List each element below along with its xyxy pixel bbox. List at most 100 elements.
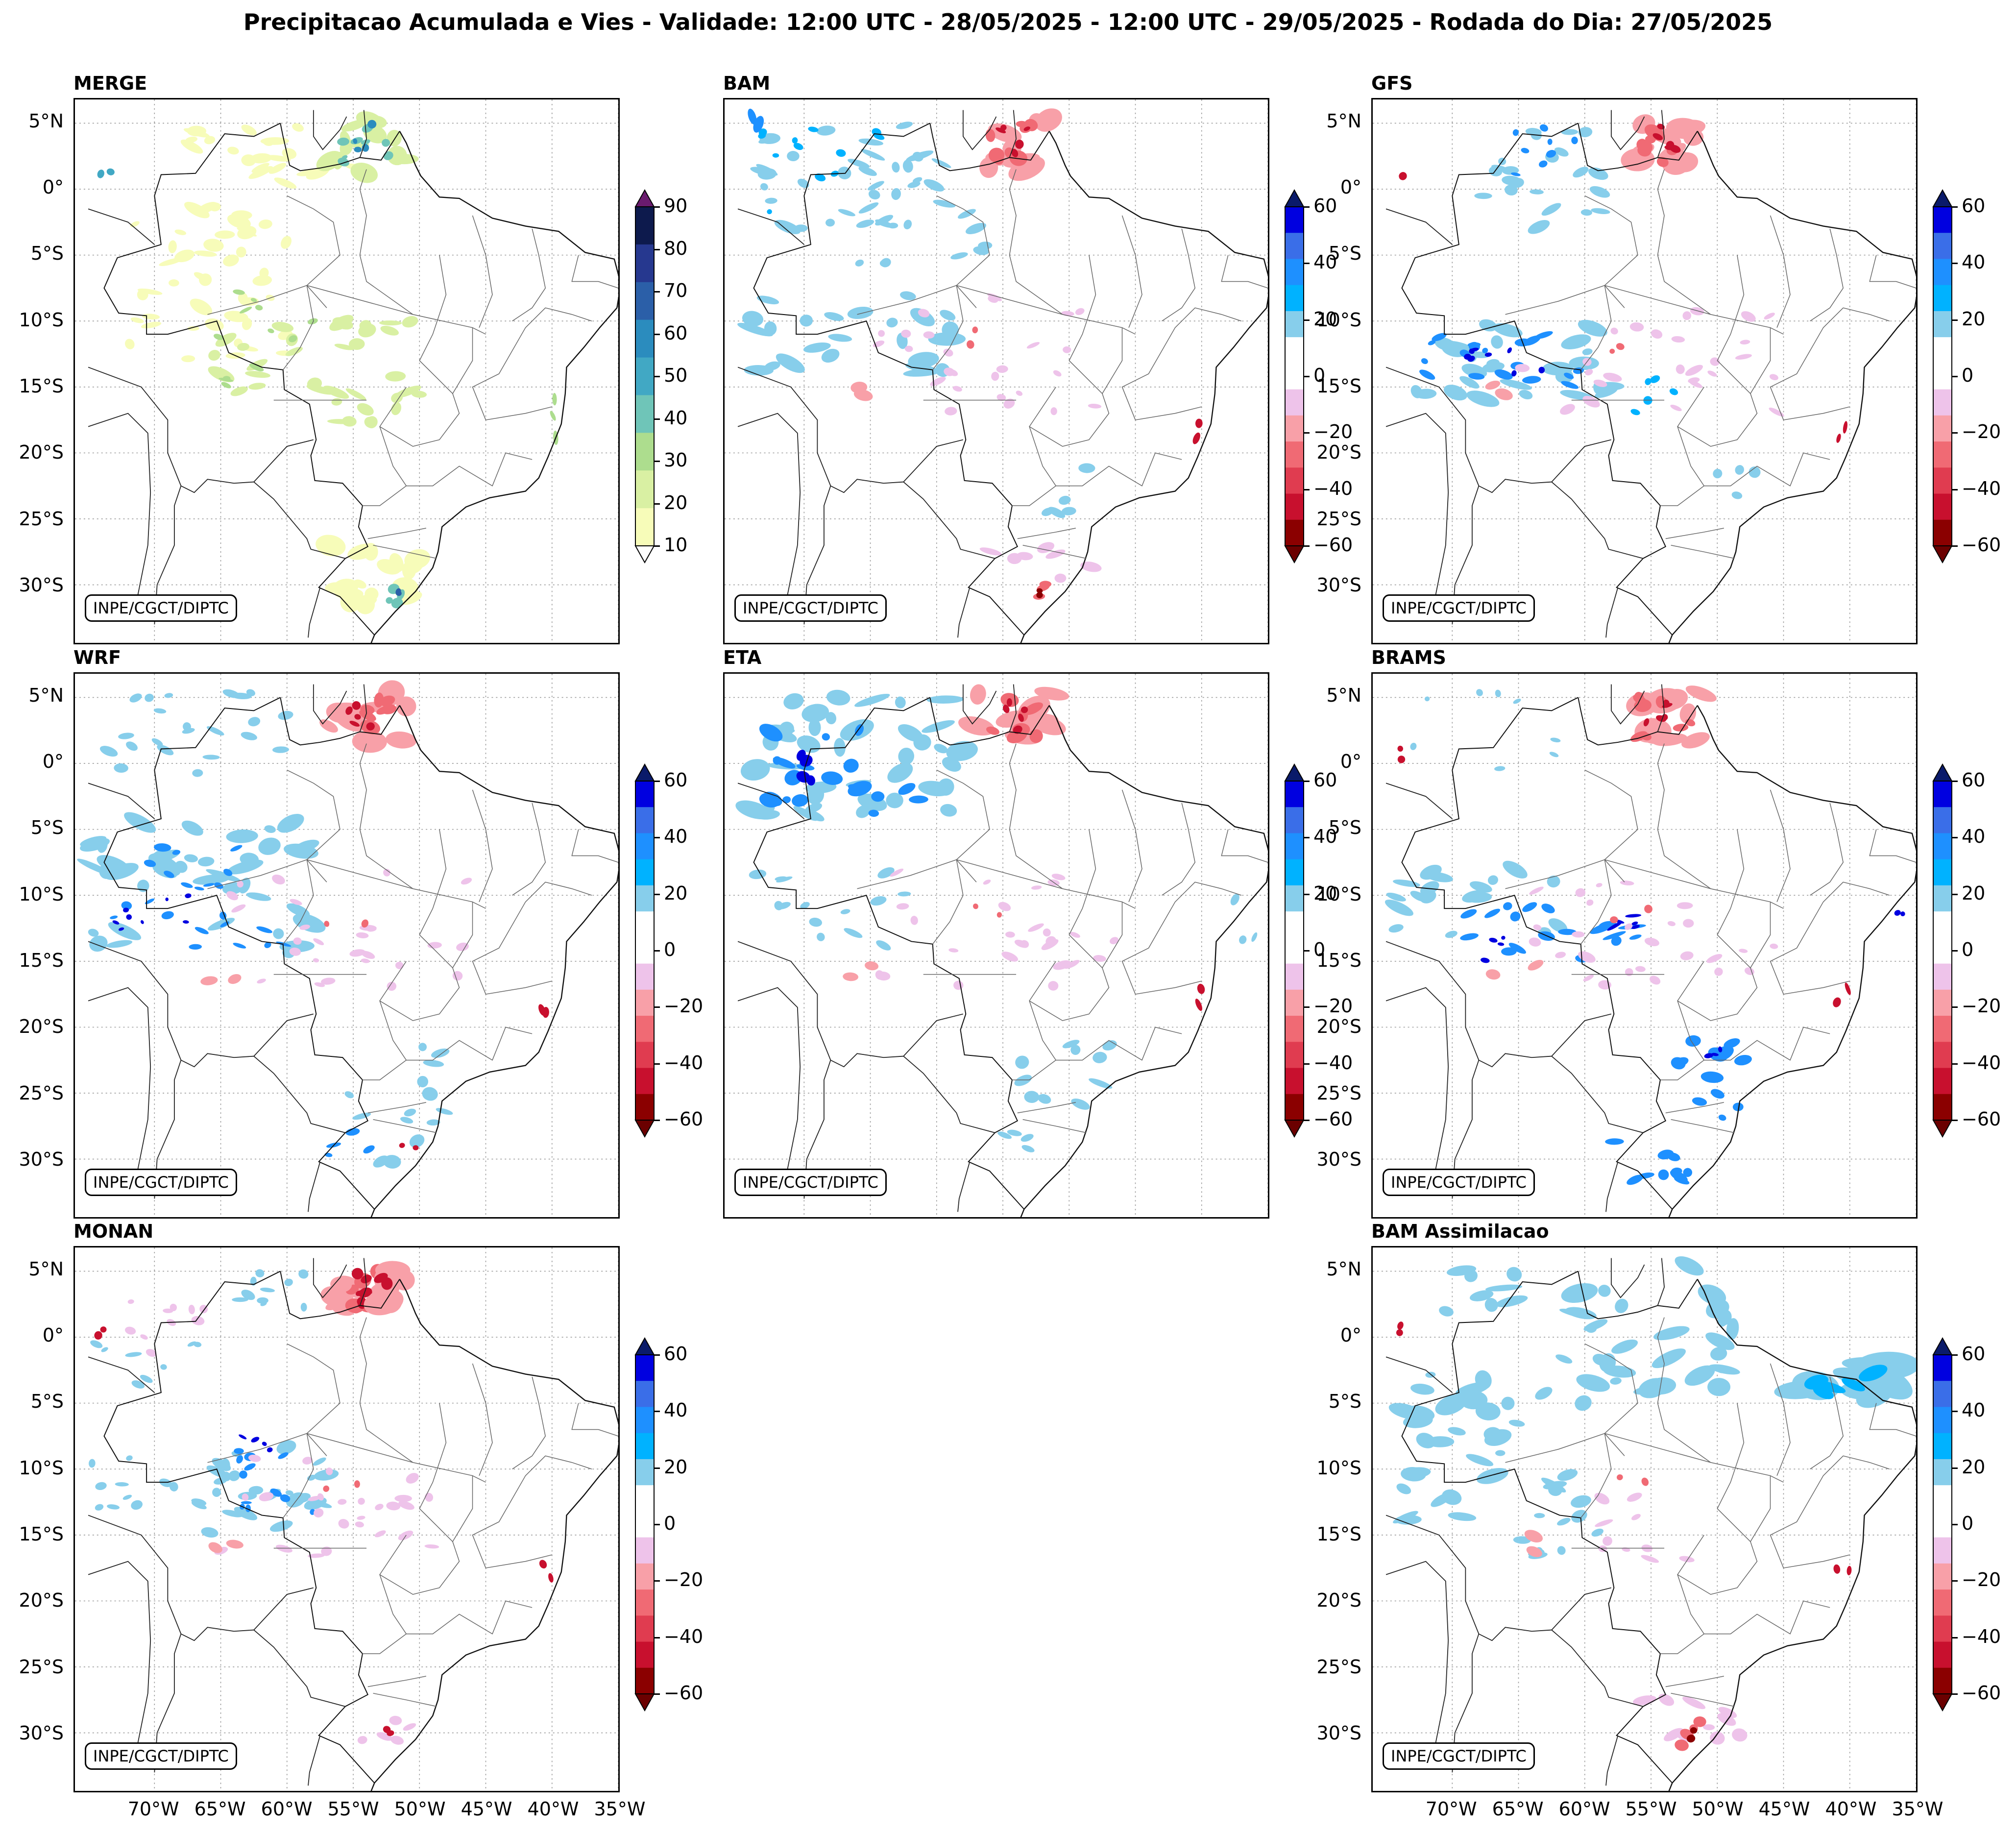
colorbar-segment xyxy=(1933,389,1952,416)
colorbar-tick xyxy=(1952,837,1958,839)
colorbar-segment xyxy=(635,807,654,833)
lon-label: 60°W xyxy=(261,1798,313,1820)
colorbar-segment xyxy=(635,433,654,471)
colorbar-tick xyxy=(654,291,660,293)
colorbar-segment xyxy=(635,1355,654,1381)
colorbar-segment xyxy=(1933,1641,1952,1668)
lat-label: 0° xyxy=(42,176,64,198)
colorbar-tick xyxy=(1304,489,1310,490)
colorbar-segment xyxy=(635,1511,654,1538)
colorbar-tick xyxy=(1952,1354,1958,1356)
credit-label: INPE/CGCT/DIPTC xyxy=(1383,594,1535,622)
colorbar-segment xyxy=(635,833,654,860)
colorbar-label: −40 xyxy=(1313,1051,1353,1074)
lon-label: 65°W xyxy=(194,1798,246,1820)
colorbar-segment xyxy=(1933,1485,1952,1512)
colorbar-segment xyxy=(1285,493,1304,520)
map-panel-bam-assim: INPE/CGCT/DIPTC xyxy=(1371,1246,1918,1792)
panel-title-bam-assim: BAM Assimilacao xyxy=(1371,1221,1549,1242)
colorbar-tick xyxy=(1952,1063,1958,1065)
map-panel-merge: INPE/CGCT/DIPTC xyxy=(73,98,620,644)
colorbar-label: 60 xyxy=(664,769,688,791)
lat-label: 10°S xyxy=(1316,1457,1361,1479)
colorbar-label: −40 xyxy=(1313,477,1353,499)
map-canvas xyxy=(725,674,1268,1217)
colorbar-tick xyxy=(1304,1120,1310,1121)
colorbar-tick xyxy=(1304,432,1310,434)
credit-label: INPE/CGCT/DIPTC xyxy=(734,1169,887,1196)
colorbar-tick xyxy=(654,1411,660,1413)
colorbar-segment xyxy=(1933,1511,1952,1538)
colorbar-tick xyxy=(654,1063,660,1065)
lat-label: 15°S xyxy=(1316,949,1361,971)
colorbar-tick xyxy=(654,248,660,250)
colorbar-label: −60 xyxy=(1962,1108,2001,1130)
colorbar-segment xyxy=(1285,519,1304,546)
colorbar-label: −20 xyxy=(1962,1569,2001,1591)
colorbar-segment xyxy=(635,1042,654,1069)
colorbar-segment xyxy=(635,1485,654,1512)
panel-title-gfs: GFS xyxy=(1371,73,1413,94)
colorbar-label: 60 xyxy=(1313,769,1337,791)
colorbar-segment xyxy=(635,1016,654,1042)
colorbar-label: 50 xyxy=(664,365,688,386)
colorbar-label: 60 xyxy=(1962,769,1986,791)
colorbar-tick xyxy=(1952,1693,1958,1695)
colorbar-label: −20 xyxy=(664,995,704,1017)
colorbar-segment xyxy=(1285,285,1304,312)
colorbar-segment xyxy=(635,357,654,395)
colorbar-tick xyxy=(654,206,660,208)
colorbar xyxy=(634,763,655,1138)
colorbar-label: −40 xyxy=(664,1625,704,1647)
colorbar-label: −60 xyxy=(664,1682,704,1704)
colorbar-tick xyxy=(654,376,660,377)
colorbar-label: −60 xyxy=(1962,534,2001,556)
colorbar-segment xyxy=(635,319,654,358)
colorbar-segment xyxy=(1285,1094,1304,1121)
lon-label: 50°W xyxy=(394,1798,446,1820)
precip-field xyxy=(89,1261,554,1745)
colorbar-label: −60 xyxy=(664,1108,704,1130)
colorbar-segment xyxy=(1933,311,1952,338)
lat-label: 5°N xyxy=(28,1258,64,1280)
figure-title: Precipitacao Acumulada e Vies - Validade… xyxy=(243,9,1773,35)
lat-label: 25°S xyxy=(19,1656,64,1678)
colorbar-label: 10 xyxy=(664,534,688,556)
lat-label: 15°S xyxy=(1316,1523,1361,1545)
colorbar-label: 70 xyxy=(664,280,688,301)
lat-label: 10°S xyxy=(19,1457,64,1479)
lat-label: 10°S xyxy=(19,883,64,905)
colorbar-segment xyxy=(1933,859,1952,886)
colorbar xyxy=(634,189,655,564)
colorbar-tick xyxy=(654,545,660,547)
colorbar-segment xyxy=(635,1433,654,1460)
colorbar-label: 60 xyxy=(664,1343,688,1365)
lat-label: 30°S xyxy=(1316,1148,1361,1170)
colorbar-label: 0 xyxy=(1313,939,1326,960)
colorbar-segment xyxy=(1933,1016,1952,1042)
lat-label: 10°S xyxy=(1316,309,1361,331)
colorbar-segment xyxy=(1285,1068,1304,1095)
colorbar-segment xyxy=(1285,337,1304,364)
colorbar-tick xyxy=(1952,1411,1958,1413)
colorbar-label: 40 xyxy=(1313,251,1337,273)
colorbar-tick xyxy=(1304,781,1310,782)
lat-label: 25°S xyxy=(1316,1082,1361,1104)
colorbar-segment xyxy=(635,781,654,807)
colorbar-segment xyxy=(635,470,654,509)
colorbar-segment xyxy=(1933,781,1952,807)
colorbar-segment xyxy=(1933,1042,1952,1069)
map-canvas xyxy=(75,1247,618,1791)
colorbar-label: 0 xyxy=(1313,365,1326,386)
colorbar-label: −20 xyxy=(1962,995,2001,1017)
lat-label: 30°S xyxy=(19,574,64,596)
colorbar-segment xyxy=(1933,519,1952,546)
colorbar-segment xyxy=(635,1381,654,1407)
colorbar-segment xyxy=(1933,1589,1952,1616)
lat-label: 5°S xyxy=(30,1391,64,1413)
precip-field xyxy=(1388,1256,1916,1751)
colorbar-tick xyxy=(654,837,660,839)
colorbar-segment xyxy=(1285,807,1304,833)
colorbar-label: 20 xyxy=(1962,308,1986,330)
precip-field xyxy=(735,684,1258,1152)
